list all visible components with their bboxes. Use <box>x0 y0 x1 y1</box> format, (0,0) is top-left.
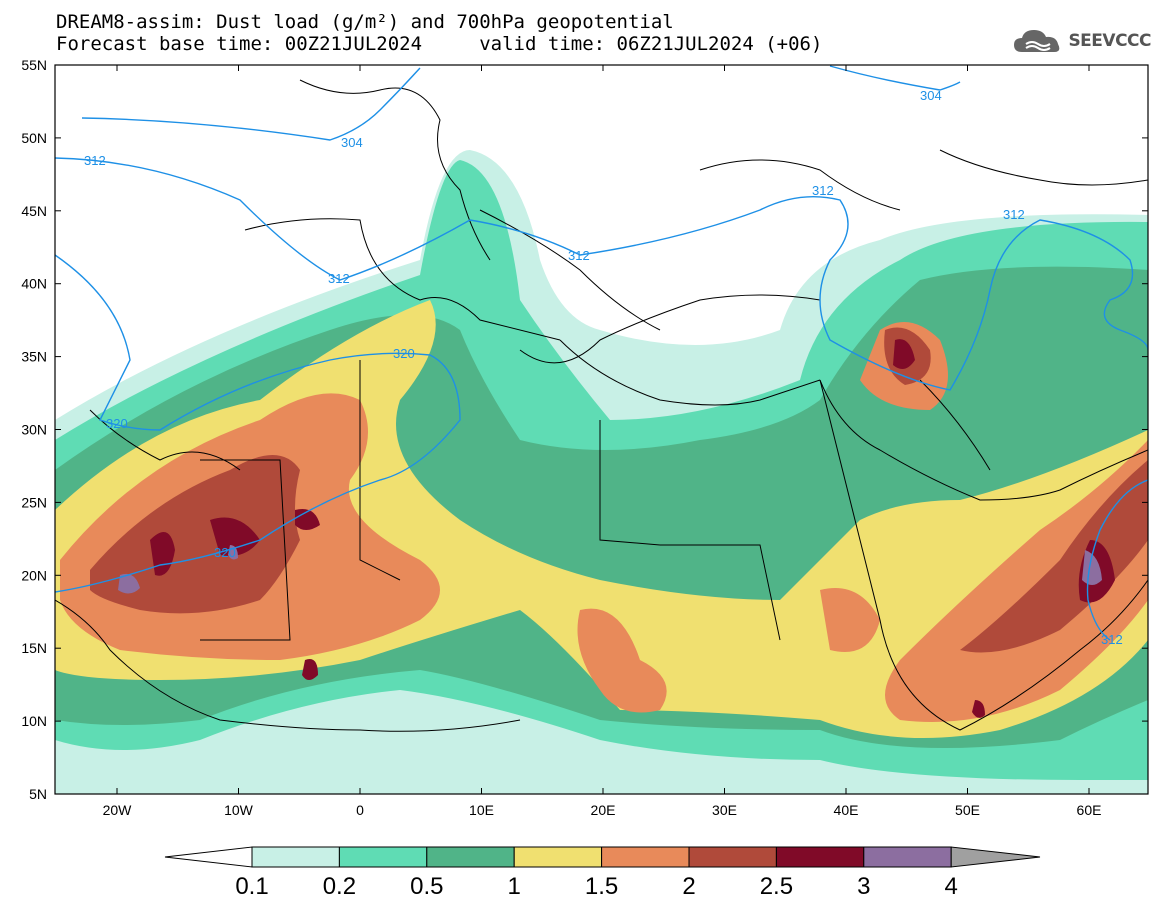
lon-label: 50E <box>955 802 980 818</box>
colorbar-swatch <box>338 846 428 868</box>
lat-label: 30N <box>21 422 47 438</box>
lon-label: 30E <box>712 802 737 818</box>
geopotential-contours <box>55 65 1148 641</box>
colorbar-label: 4 <box>945 873 958 900</box>
lon-label: 60E <box>1077 802 1102 818</box>
lat-label: 25N <box>21 494 47 510</box>
lat-label: 50N <box>21 130 47 146</box>
lat-label: 5N <box>29 786 47 802</box>
lat-label: 15N <box>21 640 47 656</box>
contour-label: 304 <box>920 88 942 103</box>
colorbar-swatch <box>775 846 865 868</box>
coastlines <box>55 79 1148 732</box>
colorbar-swatch <box>426 846 515 868</box>
colorbar-label: 0.5 <box>410 873 443 900</box>
lat-label: 45N <box>21 203 47 219</box>
colorbar-swatch <box>601 846 690 868</box>
dust-band-2 <box>90 327 1148 653</box>
lon-label: 0 <box>356 802 364 818</box>
lat-label: 55N <box>21 57 47 73</box>
colorbar-label: 3 <box>857 873 870 900</box>
contour-label: 320 <box>106 416 128 431</box>
colorbar: 0.1 0.2 0.5 1 1.5 2 2.5 3 4 <box>164 846 1041 900</box>
contour-label: 312 <box>1101 632 1123 647</box>
latitude-axis: 55N 50N 45N 40N 35N 30N 25N 20N 15N 10N 5N <box>21 57 1148 802</box>
contour-label: 312 <box>328 271 350 286</box>
map-title: DREAM8-assim: Dust load (g/m²) and 700hP… <box>56 11 674 33</box>
colorbar-label: 2.5 <box>760 873 793 900</box>
lon-label: 10E <box>469 802 494 818</box>
contour-label: 312 <box>568 248 590 263</box>
seevccc-logo: SEEVCCC <box>1012 26 1151 56</box>
colorbar-label: 1 <box>508 873 521 900</box>
contour-labels: 304 304 312 312 312 312 312 320 320 320 … <box>84 88 1123 647</box>
colorbar-swatch <box>688 846 777 868</box>
lon-label: 20E <box>591 802 616 818</box>
colorbar-lower-arrow <box>164 846 253 868</box>
lat-label: 40N <box>21 276 47 292</box>
lon-label: 10W <box>224 802 254 818</box>
contour-label: 320 <box>214 545 236 560</box>
colorbar-label: 0.2 <box>323 873 356 900</box>
contour-label: 312 <box>812 183 834 198</box>
cloud-icon <box>1014 30 1060 52</box>
contour-label: 312 <box>1003 207 1025 222</box>
dust-band-1.5 <box>60 322 1148 722</box>
lat-label: 20N <box>21 567 47 583</box>
contour-label: 320 <box>393 346 415 361</box>
contour-label: 304 <box>341 135 363 150</box>
colorbar-swatch <box>251 846 340 868</box>
logo-text: SEEVCCC <box>1068 31 1151 51</box>
colorbar-label: 1.5 <box>585 873 618 900</box>
map-area <box>55 65 1148 794</box>
forecast-time-subtitle: Forecast base time: 00Z21JUL2024 valid t… <box>56 33 823 55</box>
colorbar-swatch <box>513 846 603 868</box>
contour-label: 312 <box>84 153 106 168</box>
longitude-axis: 20W 10W 0 10E 20E 30E 40E 50E 60E <box>103 65 1102 818</box>
lat-label: 35N <box>21 349 47 365</box>
colorbar-swatch <box>863 846 952 868</box>
colorbar-label: 0.1 <box>235 873 268 900</box>
colorbar-label: 2 <box>682 873 695 900</box>
lon-label: 40E <box>834 802 859 818</box>
lon-label: 20W <box>103 802 133 818</box>
lat-label: 10N <box>21 713 47 729</box>
colorbar-upper-arrow <box>950 846 1041 868</box>
